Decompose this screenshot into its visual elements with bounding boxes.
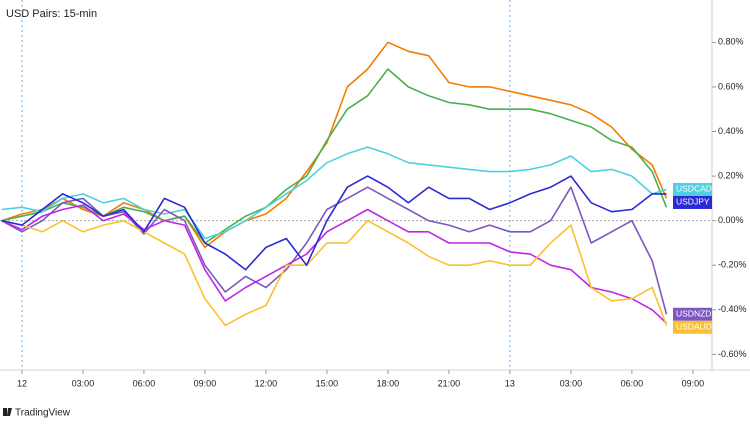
series-name: USDJPY [676, 197, 710, 207]
x-tick-label: 12:00 [255, 378, 278, 388]
x-tick-label: 13 [505, 378, 515, 388]
y-tick-label: 0.00% [718, 215, 744, 225]
logo-part [7, 408, 12, 416]
source: TradingView [15, 408, 71, 419]
x-tick-label: 06:00 [621, 378, 644, 388]
x-tick-label: 09:00 [194, 378, 217, 388]
series-line [1, 175, 667, 271]
series-tag: USDCAD [673, 182, 712, 196]
series-tag-box [673, 195, 712, 209]
y-tick-label: -0.40% [718, 304, 747, 314]
x-tick-label: 06:00 [133, 378, 156, 388]
series-line [1, 204, 668, 324]
logo-part [3, 408, 7, 416]
series-tag-box [673, 307, 712, 321]
series-tag-box [673, 182, 712, 196]
x-tick-label: 18:00 [377, 378, 400, 388]
series-line [1, 41, 668, 249]
series-name: USDNZD [676, 309, 711, 319]
chart-title: USD Pairs: 15-min [6, 8, 97, 20]
x-tick-label: 12 [17, 378, 27, 388]
y-tick-label: 0.40% [718, 126, 744, 136]
series-tag: USDAUD [673, 320, 712, 334]
logo [3, 408, 12, 416]
x-tick-label: 09:00 [682, 378, 705, 388]
y-tick-label: 0.60% [718, 81, 744, 91]
y-tick-label: 0.20% [718, 170, 744, 180]
x-tick-label: 21:00 [438, 378, 461, 388]
series-name: USDAUD [676, 322, 712, 332]
y-tick-label: -0.20% [718, 260, 747, 270]
series-line [1, 219, 668, 327]
series-line [1, 68, 668, 244]
series-tag: USDNZD [673, 307, 712, 321]
series-line [1, 146, 667, 240]
x-tick-label: 15:00 [316, 378, 339, 388]
series-name: USDCAD [676, 184, 712, 194]
series-tag: USDJPY [673, 195, 712, 209]
y-tick-label: -0.60% [718, 349, 747, 359]
y-tick-label: 0.80% [718, 37, 744, 47]
x-tick-label: 03:00 [560, 378, 583, 388]
series-tag-box [673, 320, 712, 334]
x-tick-label: 03:00 [72, 378, 95, 388]
